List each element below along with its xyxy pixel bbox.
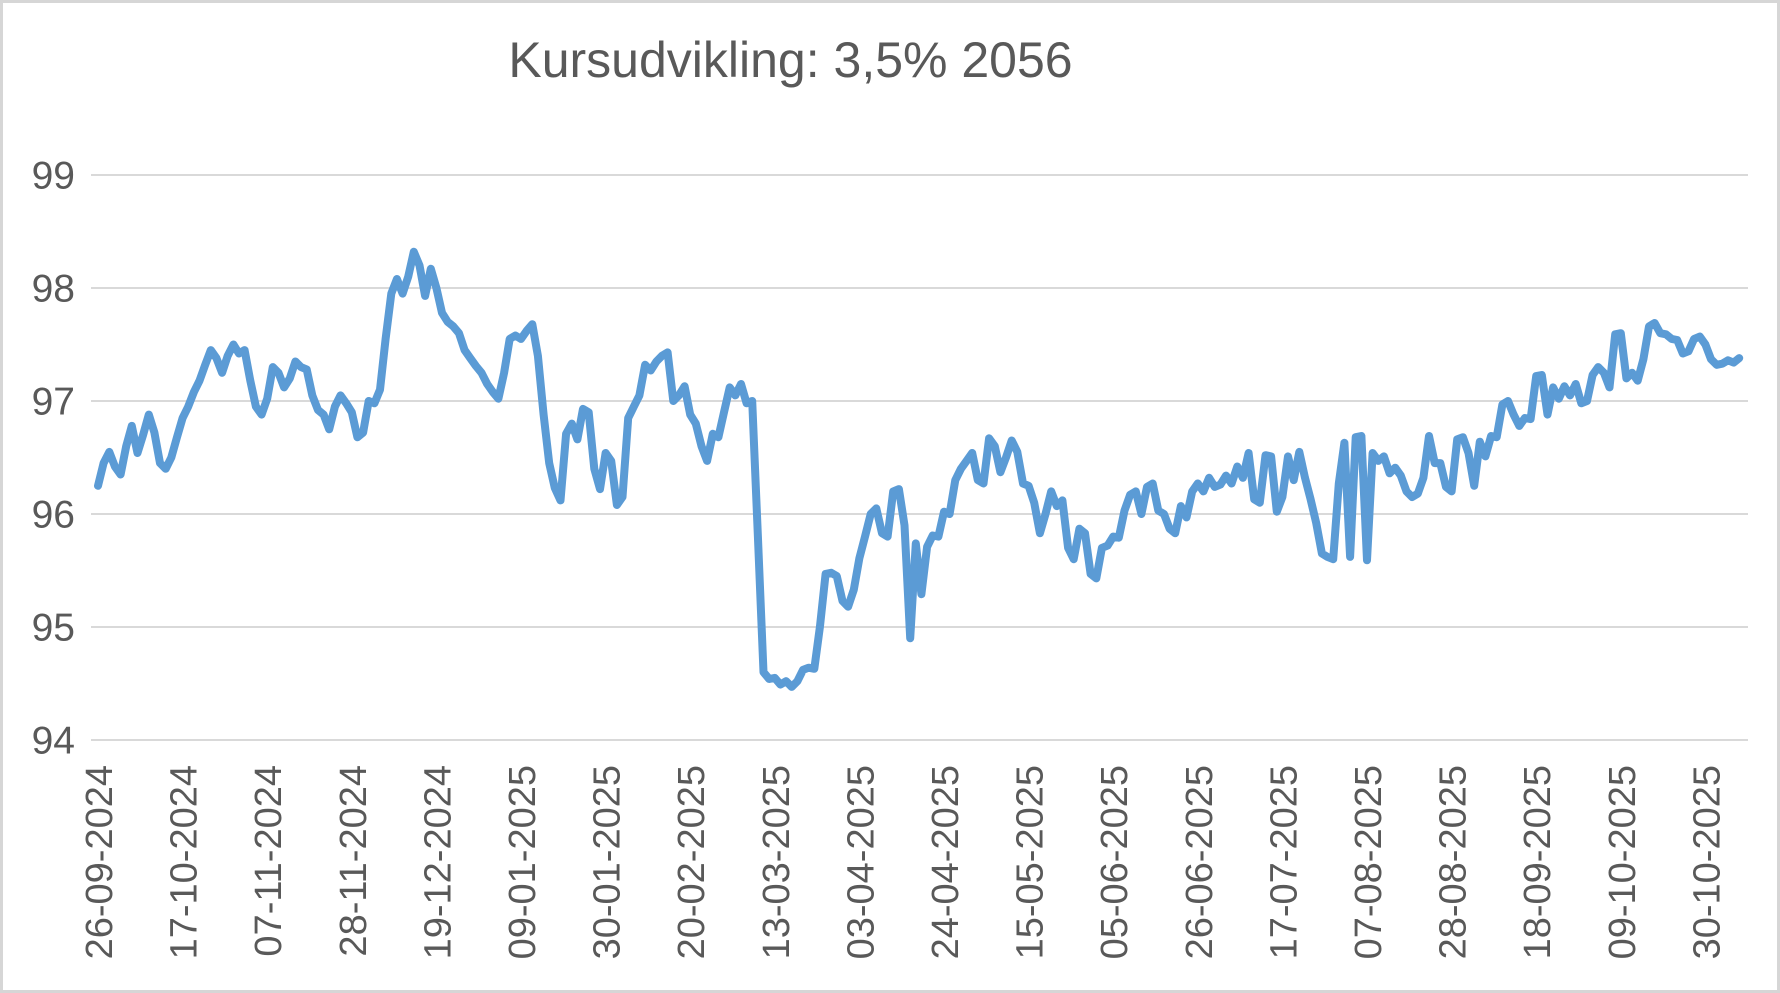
x-axis-tick-label: 30-10-2025 [1686,765,1728,959]
x-axis-tick-label: 26-09-2024 [79,765,121,959]
x-axis-tick-label: 28-11-2024 [333,765,375,957]
x-axis-tick-label: 20-02-2025 [671,765,713,959]
x-axis-tick-label: 18-09-2025 [1517,765,1559,959]
x-axis-tick-label: 03-04-2025 [840,765,882,959]
y-axis-tick-label: 97 [32,381,75,424]
y-axis-tick-label: 96 [32,494,75,537]
x-axis-tick-label: 17-10-2024 [164,765,206,959]
x-axis-tick-label: 09-01-2025 [502,765,544,959]
x-axis-tick-label: 28-08-2025 [1433,765,1475,959]
x-axis-tick-label: 19-12-2024 [417,765,459,959]
x-axis-tick-label: 09-10-2025 [1602,765,1644,959]
x-axis-tick-label: 30-01-2025 [587,765,629,959]
x-axis-tick-label: 07-11-2024 [248,765,290,957]
chart-title: Kursudvikling: 3,5% 2056 [508,32,1073,88]
y-axis-tick-label: 98 [32,268,75,311]
x-axis-tick-label: 07-08-2025 [1348,765,1390,959]
x-axis-tick-label: 15-05-2025 [1010,765,1052,959]
x-axis-tick-label: 05-06-2025 [1094,765,1136,959]
series-line-kurs [94,247,1744,691]
x-axis-tick-label: 17-07-2025 [1263,765,1305,959]
price-line-chart: 94 95 96 97 98 99 26-09-2024 17-10-2024 07-11-20… [32,155,1748,959]
x-axis-tick-label: 13-03-2025 [756,765,798,959]
y-axis-tick-label: 99 [32,155,75,198]
x-axis-tick-label: 24-04-2025 [925,765,967,959]
y-axis-tick-label: 95 [32,607,75,650]
y-axis-tick-label: 94 [32,720,75,763]
x-axis-tick-label: 26-06-2025 [1179,765,1221,959]
